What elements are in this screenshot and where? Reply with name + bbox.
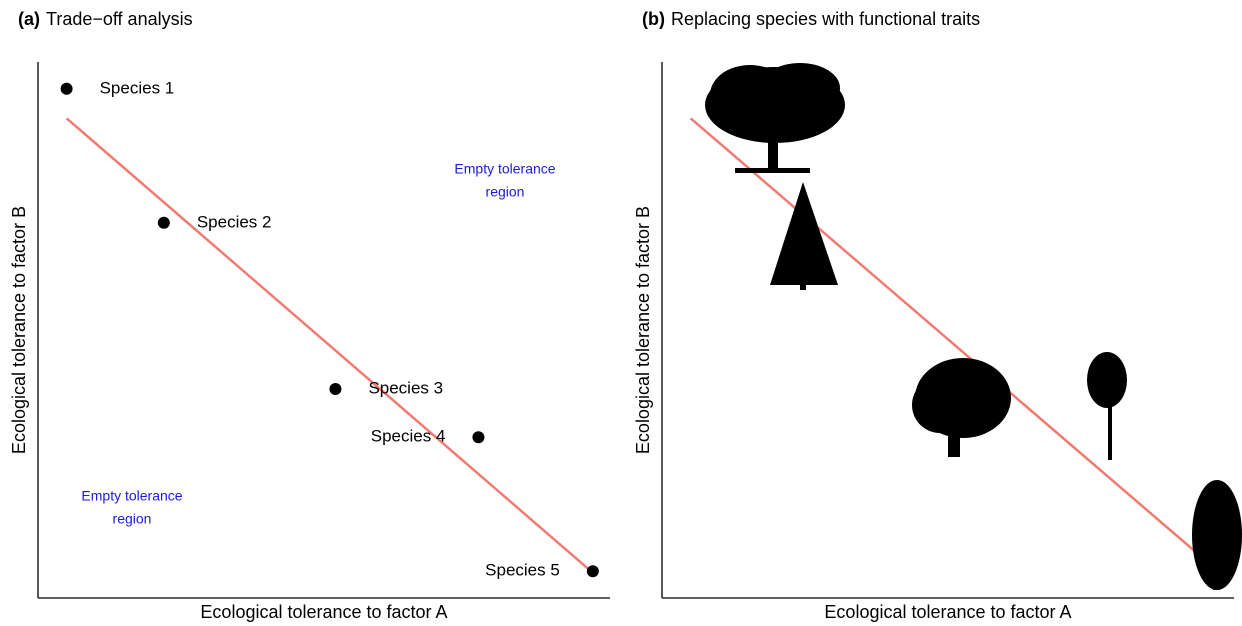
panel-label: (b) [642, 9, 665, 29]
annotation: region [113, 511, 152, 527]
panel-label: (a) [18, 9, 40, 29]
point-label: Species 4 [371, 427, 446, 446]
tree-icon [912, 358, 1011, 457]
tree-icon [1087, 352, 1127, 460]
panel: (a) Trade−off analysis Ecological toleranc… [9, 9, 610, 622]
x-axis-label: Ecological tolerance to factor A [824, 602, 1071, 622]
point-label: Species 3 [368, 378, 443, 397]
point [329, 382, 342, 395]
panel: (b) Replacing species with functional tra… [633, 9, 1234, 622]
trend-line [689, 117, 1218, 572]
tree-icon [770, 182, 838, 290]
panel-title: (b) Replacing species with functional tra… [642, 9, 980, 29]
panel-title-text: Trade−off analysis [46, 9, 193, 29]
tree-icon [1192, 480, 1242, 590]
x-axis-label: Ecological tolerance to factor A [200, 602, 447, 622]
point [60, 82, 73, 95]
y-axis-label: Ecological tolerance to factor B [633, 206, 653, 454]
point-label: Species 5 [485, 561, 560, 580]
point-label: Species 1 [100, 78, 175, 97]
panel-title: (a) Trade−off analysis [18, 9, 193, 29]
point [586, 565, 599, 578]
panel-title-text: Replacing species with functional traits [671, 9, 980, 29]
point [157, 216, 170, 229]
annotation: region [486, 184, 525, 200]
trend-line [65, 117, 594, 574]
annotation: Empty tolerance [454, 161, 555, 177]
tree-icons [705, 63, 1242, 590]
point [472, 431, 485, 444]
annotation: Empty tolerance [81, 488, 182, 504]
point-label: Species 2 [197, 212, 272, 231]
tree-icon [705, 63, 845, 173]
y-axis-label: Ecological tolerance to factor B [9, 206, 29, 454]
